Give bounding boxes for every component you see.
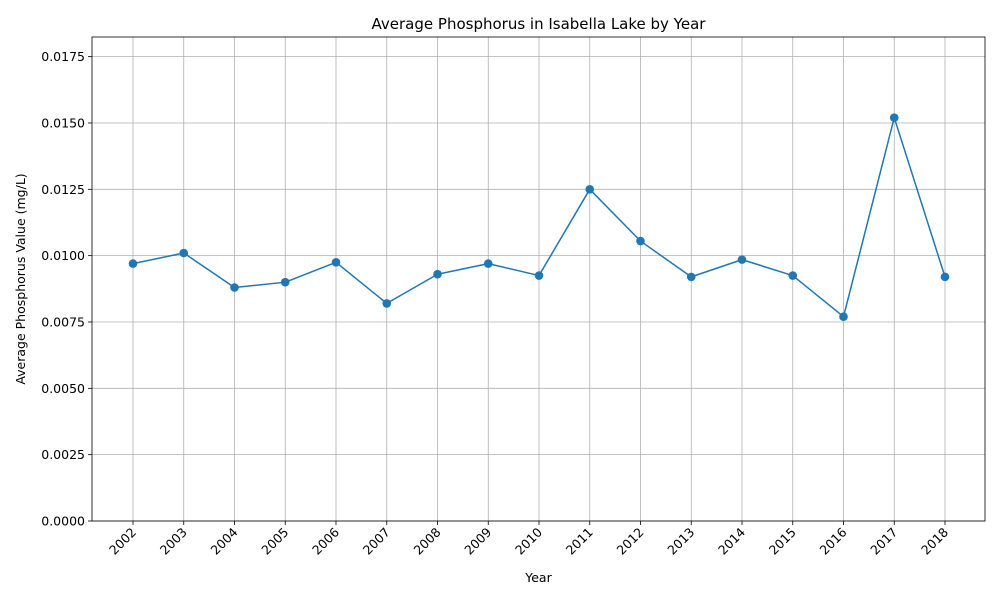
data-point	[534, 271, 544, 280]
y-tick-label: 0.0050	[41, 381, 85, 396]
data-point	[585, 185, 595, 194]
plot-area-frame	[91, 36, 986, 522]
data-point	[179, 248, 189, 258]
x-tick-label: 2005	[258, 525, 291, 558]
x-tick-label: 2004	[208, 524, 241, 557]
data-point	[483, 259, 493, 268]
data-point	[433, 269, 442, 279]
data-point	[788, 271, 798, 280]
x-axis-label: Year	[524, 570, 552, 585]
x-tick-label: 2006	[309, 524, 342, 557]
y-tick-label: 0.0100	[41, 248, 85, 263]
data-point	[889, 113, 899, 122]
y-tick-label: 0.0125	[41, 182, 85, 197]
x-tick-label: 2014	[715, 524, 748, 557]
x-tick-label: 2012	[614, 525, 647, 558]
data-point	[382, 299, 392, 308]
x-tick-label: 2009	[461, 524, 494, 557]
y-tick-label: 0.0000	[41, 514, 85, 529]
chart-title: Average Phosphorus in Isabella Lake by Y…	[372, 15, 707, 33]
series	[128, 113, 950, 321]
y-tick-label: 0.0075	[41, 314, 85, 329]
x-tick-label: 2008	[411, 524, 444, 557]
x-tick-label: 2002	[106, 525, 139, 558]
y-tick-label: 0.0175	[41, 49, 85, 64]
data-point	[686, 272, 696, 282]
data-point	[737, 255, 747, 264]
x-tick-label: 2016	[817, 524, 850, 557]
y-tick-label: 0.0150	[41, 115, 85, 130]
x-tick-label: 2018	[918, 524, 951, 557]
x-tick-label: 2011	[563, 525, 596, 558]
x-tick-label: 2003	[157, 525, 190, 558]
data-point	[636, 236, 645, 246]
y-axis-label: Average Phosphorus Value (mg/L)	[13, 173, 28, 384]
axis-ticks: 2002 2003 2004 2005 2006 2007 2008 2009 2010 2011…	[41, 49, 951, 557]
data-point	[331, 257, 341, 267]
x-tick-label: 2017	[867, 525, 900, 558]
x-tick-label: 2007	[360, 525, 393, 558]
y-tick-label: 0.0025	[41, 447, 85, 462]
data-point	[230, 283, 239, 292]
data-point	[839, 312, 848, 321]
x-tick-label: 2010	[512, 524, 545, 557]
data-point	[280, 277, 290, 287]
data-point	[940, 272, 950, 282]
x-tick-label: 2013	[664, 525, 697, 558]
data-point	[128, 259, 138, 268]
x-tick-label: 2015	[766, 525, 799, 558]
